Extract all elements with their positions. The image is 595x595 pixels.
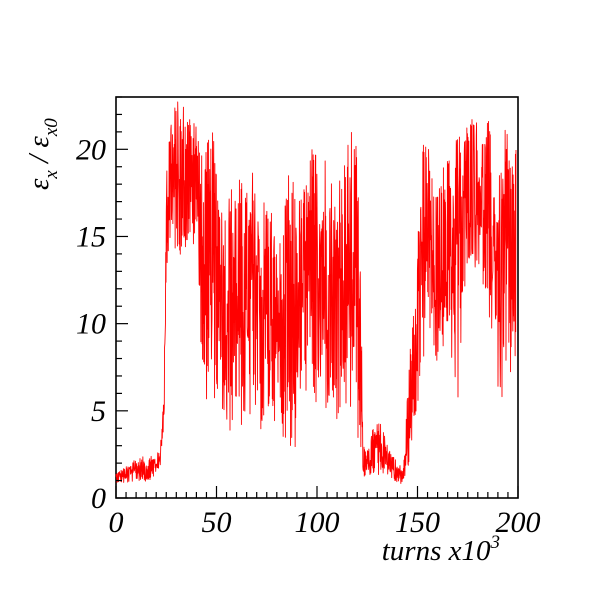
y-tick-label: 20 [76,133,106,166]
x-axis-title: turns x103 [382,532,500,567]
x-axis-title-main: turns x10 [382,535,491,567]
x-tick-label: 150 [395,506,440,539]
x-tick-label: 50 [202,506,232,539]
x-tick-label: 0 [109,506,124,539]
y-axis-symbol-2: ε [23,136,55,148]
y-tick-label: 5 [91,395,106,428]
y-tick-label: 10 [76,308,106,341]
x-tick-label: 100 [295,506,340,539]
y-axis-symbol-1: ε [23,178,55,190]
x-axis-title-exponent: 3 [490,532,501,553]
series-line [115,101,517,484]
y-tick-label: 0 [91,482,106,515]
ticks-layer [115,96,519,499]
y-axis-title: εx / εx0 [23,118,62,190]
x-tick-label: 200 [496,506,541,539]
y-axis-sub-1: x [41,170,62,180]
tick-labels: 0 50 100 150 200 0 5 10 15 20 [76,133,541,539]
data-layer [115,101,517,484]
y-axis-sub-2: x0 [41,118,62,137]
y-axis-slash: / [23,148,55,171]
y-tick-label: 15 [76,220,106,253]
